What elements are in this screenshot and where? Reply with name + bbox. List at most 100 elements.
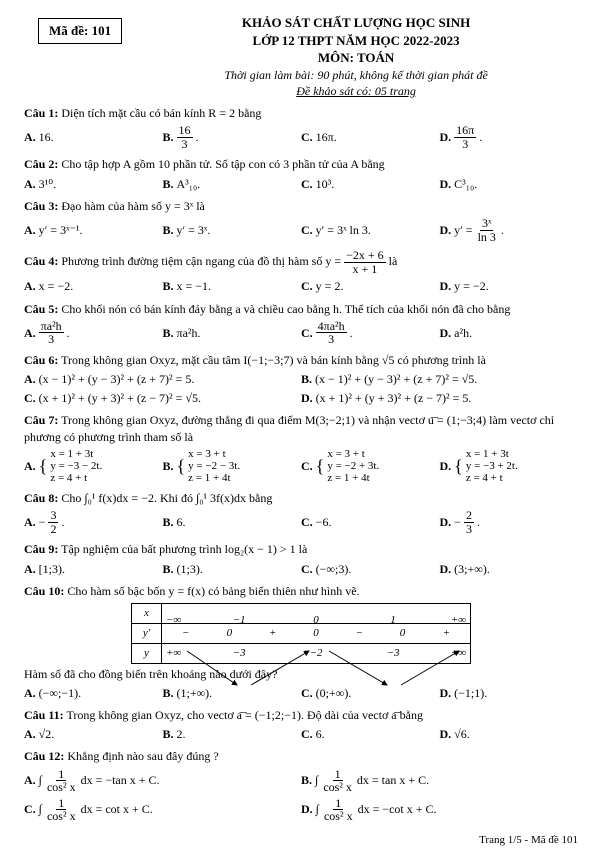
q2-head: Câu 2: Cho tập hợp A gồm 10 phần tử. Số … (24, 156, 578, 172)
q11-opt-b: B.2. (163, 726, 302, 742)
q7-opt-d: D. { x = 1 + 3ty = −3 + 2t.z = 4 + t (440, 448, 579, 484)
q11-head: Câu 11: Trong không gian Oxyz, cho vectơ… (24, 707, 578, 723)
title-line-1: KHẢO SÁT CHẤT LƯỢNG HỌC SINH (134, 14, 578, 32)
q2-opt-a: A.3¹⁰. (24, 176, 163, 192)
q8-opt-c: C.−6. (301, 509, 440, 535)
q8-head: Câu 8: Cho ∫₀¹ f(x)dx = −2. Khi đó ∫₀¹ 3… (24, 490, 578, 506)
q11-opt-c: C.6. (301, 726, 440, 742)
title-line-5: Đề khảo sát có: 05 trang (134, 83, 578, 99)
q1-opt-a: A.16. (24, 124, 163, 150)
variation-table-wrap: x −∞ −1 0 1 +∞ y′ − 0 + 0 − 0 + (131, 603, 471, 664)
q6-options-row2: C. (x + 1)² + (y + 3)² + (z − 7)² = √5. … (24, 390, 578, 406)
q5-opt-c: C.4πa²h3. (301, 320, 440, 346)
q12-head: Câu 12: Khẳng định nào sau đây đúng ? (24, 748, 578, 764)
header-center: KHẢO SÁT CHẤT LƯỢNG HỌC SINH LỚP 12 THPT… (134, 14, 578, 99)
q6-opt-d: D. (x + 1)² + (y + 3)² + (z − 7)² = 5. (301, 390, 578, 406)
q11-opt-d: D.√6. (440, 726, 579, 742)
q12-opt-b: B. ∫ 1cos² x dx = tan x + C. (301, 768, 578, 794)
q6-opt-c: C. (x + 1)² + (y + 3)² + (z − 7)² = √5. (24, 390, 301, 406)
q3-opt-b: B.y′ = 3ˣ. (163, 217, 302, 243)
q5-head: Câu 5: Cho khối nón có bán kính đáy bằng… (24, 301, 578, 317)
q3-opt-d: D.y′ = 3ˣln 3. (440, 217, 579, 243)
question-11: Câu 11: Trong không gian Oxyz, cho vectơ… (24, 707, 578, 742)
q12-opt-c: C. ∫ 1cos² x dx = cot x + C. (24, 797, 301, 823)
q7-opt-a: A. { x = 1 + 3ty = −3 − 2t.z = 4 + t (24, 448, 163, 484)
q4-opt-d: D.y = −2. (440, 278, 579, 294)
page-footer: Trang 1/5 - Mã đề 101 (24, 833, 578, 848)
var-row-yprime: y′ − 0 + 0 − 0 + (132, 623, 471, 643)
q8-opt-a: A.−32. (24, 509, 163, 535)
question-3: Câu 3: Đạo hàm của hàm số y = 3ˣ là A.y′… (24, 198, 578, 243)
q9-opt-c: C.(−∞;3). (301, 561, 440, 577)
q11-options: A.√2. B.2. C.6. D.√6. (24, 726, 578, 742)
q2-options: A.3¹⁰. B.A³₁₀. C.10³. D.C³₁₀. (24, 176, 578, 192)
q5-opt-b: B.πa²h. (163, 320, 302, 346)
q5-opt-d: D.a²h. (440, 320, 579, 346)
question-5: Câu 5: Cho khối nón có bán kính đáy bằng… (24, 301, 578, 346)
q12-options-row1: A. ∫ 1cos² x dx = −tan x + C. B. ∫ 1cos²… (24, 768, 578, 794)
q2-opt-b: B.A³₁₀. (163, 176, 302, 192)
q2-opt-c: C.10³. (301, 176, 440, 192)
title-line-3: MÔN: TOÁN (134, 49, 578, 67)
q3-opt-c: C.y′ = 3ˣ ln 3. (301, 217, 440, 243)
q6-options-row1: A. (x − 1)² + (y − 3)² + (z + 7)² = 5. B… (24, 371, 578, 387)
question-1: Câu 1: Diện tích mặt cầu có bán kính R =… (24, 105, 578, 150)
q9-opt-a: A.[1;3). (24, 561, 163, 577)
q10-opt-a: A.(−∞;−1). (24, 685, 163, 701)
q8-opt-b: B.6. (163, 509, 302, 535)
q7-head: Câu 7: Trong không gian Oxyz, đường thẳn… (24, 412, 578, 444)
q10-opt-b: B.(1;+∞). (163, 685, 302, 701)
q10-opt-c: C.(0;+∞). (301, 685, 440, 701)
question-8: Câu 8: Cho ∫₀¹ f(x)dx = −2. Khi đó ∫₀¹ 3… (24, 490, 578, 535)
exam-code-box: Mã đề: 101 (38, 18, 122, 44)
q3-options: A.y′ = 3ˣ⁻¹. B.y′ = 3ˣ. C.y′ = 3ˣ ln 3. … (24, 217, 578, 243)
q10-options: A.(−∞;−1). B.(1;+∞). C.(0;+∞). D.(−1;1). (24, 685, 578, 701)
title-line-4: Thời gian làm bài: 90 phút, không kể thờ… (134, 67, 578, 83)
q1-opt-b: B.163. (163, 124, 302, 150)
question-6: Câu 6: Trong không gian Oxyz, mặt cầu tâ… (24, 352, 578, 407)
q12-opt-a: A. ∫ 1cos² x dx = −tan x + C. (24, 768, 301, 794)
q12-opt-d: D. ∫ 1cos² x dx = −cot x + C. (301, 797, 578, 823)
q4-opt-c: C.y = 2. (301, 278, 440, 294)
q9-opt-b: B.(1;3). (163, 561, 302, 577)
q9-head: Câu 9: Tập nghiệm của bất phương trình l… (24, 541, 578, 557)
q7-options: A. { x = 1 + 3ty = −3 − 2t.z = 4 + t B. … (24, 448, 578, 484)
q5-options: A.πa²h3. B.πa²h. C.4πa²h3. D.a²h. (24, 320, 578, 346)
q3-opt-a: A.y′ = 3ˣ⁻¹. (24, 217, 163, 243)
title-line-2: LỚP 12 THPT NĂM HỌC 2022-2023 (134, 32, 578, 50)
q10-sub: Hàm số đã cho đồng biến trên khoảng nào … (24, 666, 578, 682)
q7-opt-b: B. { x = 3 + ty = −2 − 3t.z = 1 + 4t (163, 448, 302, 484)
question-7: Câu 7: Trong không gian Oxyz, đường thẳn… (24, 412, 578, 484)
q1-options: A.16. B.163. C.16π. D.16π3. (24, 124, 578, 150)
question-2: Câu 2: Cho tập hợp A gồm 10 phần tử. Số … (24, 156, 578, 191)
q1-head: Câu 1: Diện tích mặt cầu có bán kính R =… (24, 105, 578, 121)
q9-options: A.[1;3). B.(1;3). C.(−∞;3). D.(3;+∞). (24, 561, 578, 577)
question-10: Câu 10: Cho hàm số bậc bốn y = f(x) có b… (24, 583, 578, 701)
q6-opt-a: A. (x − 1)² + (y − 3)² + (z + 7)² = 5. (24, 371, 301, 387)
q4-opt-a: A.x = −2. (24, 278, 163, 294)
header-row: Mã đề: 101 KHẢO SÁT CHẤT LƯỢNG HỌC SINH … (24, 14, 578, 99)
var-row-y: y +∞ −3 −2 −3 +∞ (132, 643, 471, 663)
q3-head: Câu 3: Đạo hàm của hàm số y = 3ˣ là (24, 198, 578, 214)
question-12: Câu 12: Khẳng định nào sau đây đúng ? A.… (24, 748, 578, 823)
q6-head: Câu 6: Trong không gian Oxyz, mặt cầu tâ… (24, 352, 578, 368)
q10-head: Câu 10: Cho hàm số bậc bốn y = f(x) có b… (24, 583, 578, 599)
q10-opt-d: D.(−1;1). (440, 685, 579, 701)
q1-opt-d: D.16π3. (440, 124, 579, 150)
q7-opt-c: C. { x = 3 + ty = −2 + 3t.z = 1 + 4t (301, 448, 440, 484)
q5-opt-a: A.πa²h3. (24, 320, 163, 346)
q1-opt-c: C.16π. (301, 124, 440, 150)
q9-opt-d: D.(3;+∞). (440, 561, 579, 577)
q4-options: A.x = −2. B.x = −1. C.y = 2. D.y = −2. (24, 278, 578, 294)
q4-head: Câu 4: Phương trình đường tiệm cận ngang… (24, 249, 578, 275)
q12-options-row2: C. ∫ 1cos² x dx = cot x + C. D. ∫ 1cos² … (24, 797, 578, 823)
variation-table: x −∞ −1 0 1 +∞ y′ − 0 + 0 − 0 + (131, 603, 471, 664)
q11-opt-a: A.√2. (24, 726, 163, 742)
var-row-x: x −∞ −1 0 1 +∞ (132, 604, 471, 624)
q8-options: A.−32. B.6. C.−6. D.−23. (24, 509, 578, 535)
q6-opt-b: B. (x − 1)² + (y − 3)² + (z + 7)² = √5. (301, 371, 578, 387)
q2-opt-d: D.C³₁₀. (440, 176, 579, 192)
q4-opt-b: B.x = −1. (163, 278, 302, 294)
question-9: Câu 9: Tập nghiệm của bất phương trình l… (24, 541, 578, 576)
q8-opt-d: D.−23. (440, 509, 579, 535)
